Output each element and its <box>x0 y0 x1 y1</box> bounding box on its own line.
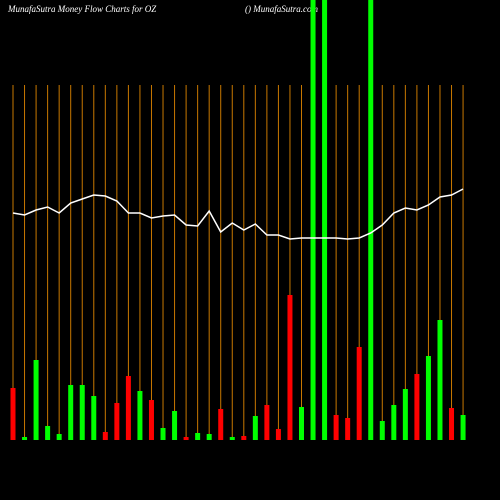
bar <box>379 421 385 440</box>
bar <box>114 403 120 440</box>
bar <box>449 408 455 440</box>
bar <box>148 400 154 440</box>
bar <box>102 432 108 440</box>
bar <box>345 418 351 440</box>
bar <box>437 320 443 440</box>
chart-title: MunafaSutra Money Flow Charts for OZ <box>7 4 157 14</box>
bar <box>287 295 293 440</box>
bar <box>137 391 143 440</box>
bar <box>125 376 131 440</box>
bar <box>195 433 201 440</box>
bar <box>391 405 397 440</box>
bar <box>68 385 74 440</box>
bar <box>56 434 62 440</box>
bar <box>264 405 270 440</box>
bar <box>206 434 212 440</box>
chart-subtitle: () MunafaSutra.com <box>245 4 318 14</box>
money-flow-line <box>12 188 464 240</box>
bar <box>460 415 466 440</box>
bar <box>229 437 235 440</box>
bar <box>79 385 85 440</box>
bar <box>425 356 431 440</box>
bar <box>218 409 224 440</box>
bar <box>160 428 166 440</box>
bar <box>299 407 304 440</box>
bar <box>91 396 97 440</box>
bar <box>368 0 374 440</box>
bar <box>275 429 281 440</box>
bar <box>241 436 247 440</box>
bar <box>333 415 339 440</box>
bar <box>356 347 362 440</box>
bar <box>402 389 408 440</box>
bar <box>183 437 189 440</box>
bar <box>414 374 420 440</box>
bar <box>10 388 16 440</box>
bar <box>172 411 178 440</box>
bar <box>252 416 258 440</box>
bar <box>33 360 39 440</box>
bar <box>22 437 28 440</box>
bar <box>310 0 316 440</box>
bar <box>45 426 51 440</box>
bar <box>322 0 328 440</box>
